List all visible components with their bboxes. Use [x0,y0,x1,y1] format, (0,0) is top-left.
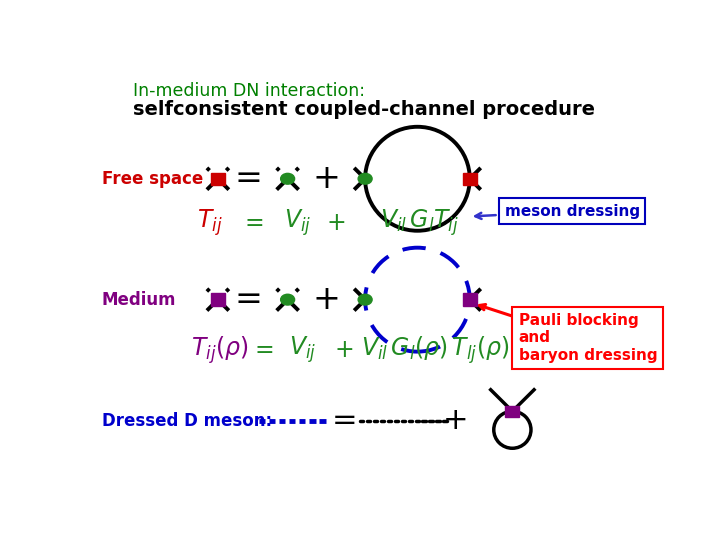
Text: Medium: Medium [102,291,176,309]
Bar [211,294,225,306]
Text: +: + [312,162,341,195]
Text: +: + [334,338,354,362]
Bar [463,294,477,306]
Text: =: = [244,211,264,235]
Text: $T_{ij}$: $T_{ij}$ [197,207,223,238]
Ellipse shape [281,294,294,305]
Text: $T_{ij}(\rho)$: $T_{ij}(\rho)$ [192,334,249,366]
Bar [463,173,477,185]
Text: =: = [235,283,263,316]
Text: $V_{il}\,G_l T_{ij}$: $V_{il}\,G_l T_{ij}$ [380,207,459,238]
Text: In-medium DN interaction:: In-medium DN interaction: [132,82,364,100]
Ellipse shape [358,294,372,305]
Ellipse shape [281,173,294,184]
Text: selfconsistent coupled-channel procedure: selfconsistent coupled-channel procedure [132,100,595,119]
Text: =: = [235,162,263,195]
Text: +: + [312,283,341,316]
Text: =: = [331,406,357,435]
Bar [505,406,519,417]
Text: =: = [254,338,274,362]
Text: $V_{ij}$: $V_{ij}$ [284,207,311,238]
Text: Pauli blocking
and
baryon dressing: Pauli blocking and baryon dressing [518,313,657,362]
Text: Free space: Free space [102,170,203,188]
Ellipse shape [358,173,372,184]
Text: $V_{ij}$: $V_{ij}$ [289,334,317,365]
Bar [211,173,225,185]
Text: meson dressing: meson dressing [475,204,640,219]
Text: $V_{il}\,G_l(\rho)\,T_{lj}(\rho)$: $V_{il}\,G_l(\rho)\,T_{lj}(\rho)$ [361,334,509,366]
Text: Dressed D meson:: Dressed D meson: [102,411,271,429]
Text: +: + [443,406,469,435]
Text: +: + [327,211,346,235]
